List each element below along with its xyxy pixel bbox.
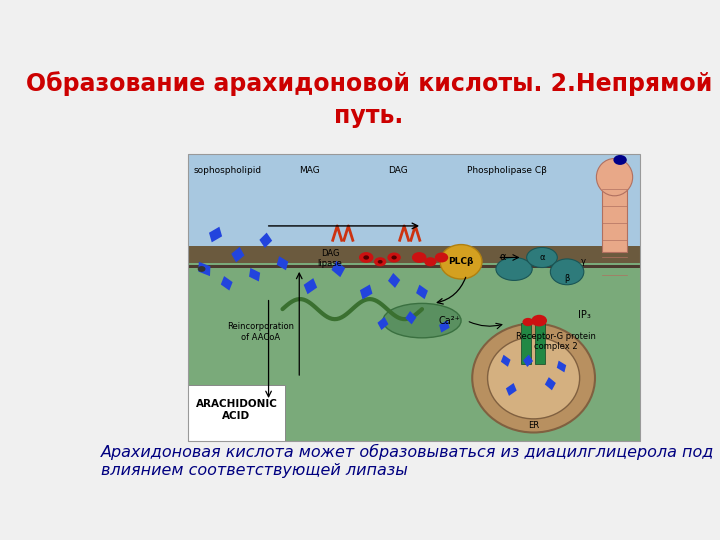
Circle shape [412,252,426,263]
Text: IP₃: IP₃ [578,310,591,320]
Bar [521,323,531,363]
Text: Арахидоновая кислота может образовываться из диацилглицерола под
влиянием соотве: Арахидоновая кислота может образовыватьс… [101,444,714,477]
Polygon shape [377,317,389,330]
Text: PLCβ: PLCβ [449,257,474,266]
Text: MAG: MAG [300,166,320,174]
Circle shape [359,252,374,263]
Bar [188,385,285,441]
Circle shape [387,253,401,262]
Text: ARACHIDONIC
ACID: ARACHIDONIC ACID [196,400,277,421]
Ellipse shape [440,245,482,279]
Circle shape [392,255,397,260]
Polygon shape [276,256,288,270]
Circle shape [424,257,436,266]
Ellipse shape [472,323,595,433]
Circle shape [613,155,627,165]
Text: DAG: DAG [389,166,408,174]
Text: β: β [564,274,570,284]
Polygon shape [388,273,400,288]
Circle shape [435,253,449,262]
Bar [188,154,639,441]
Polygon shape [557,361,566,373]
Text: α: α [539,253,545,262]
Bar [188,265,639,268]
Polygon shape [221,276,233,291]
Text: ER: ER [528,421,539,430]
Ellipse shape [496,258,532,280]
Polygon shape [506,383,517,396]
Text: γ: γ [581,257,586,266]
Polygon shape [360,285,372,299]
Circle shape [198,266,205,272]
Circle shape [523,318,534,326]
Polygon shape [304,278,317,294]
Bar [188,246,639,263]
Text: Receptor-G protein
complex 2: Receptor-G protein complex 2 [516,332,596,352]
Ellipse shape [487,337,580,419]
Text: sophospholipid: sophospholipid [193,166,261,174]
Bar [535,323,545,363]
Ellipse shape [526,247,557,267]
Polygon shape [231,247,245,262]
Bar [188,246,639,441]
Polygon shape [439,320,449,333]
Polygon shape [198,262,210,276]
Polygon shape [501,355,510,367]
Polygon shape [405,311,416,325]
Bar [602,171,627,252]
Circle shape [374,257,387,266]
Polygon shape [545,377,556,390]
Text: Ca²⁺: Ca²⁺ [438,315,461,326]
Ellipse shape [596,159,633,196]
Text: Phospholipase Cβ: Phospholipase Cβ [467,166,546,174]
Circle shape [364,255,369,260]
Ellipse shape [383,303,461,338]
Polygon shape [249,268,260,281]
Polygon shape [416,285,428,299]
Text: α: α [500,253,506,262]
Bar [188,154,639,246]
Text: Reincorporation
of AACoA: Reincorporation of AACoA [227,322,294,342]
Polygon shape [209,227,222,242]
Circle shape [531,315,547,326]
Text: DAG
lipase: DAG lipase [318,249,343,268]
Polygon shape [259,233,272,248]
Text: Образование арахидоновой кислоты. 2.Непрямой: Образование арахидоновой кислоты. 2.Непр… [26,71,712,96]
Ellipse shape [550,259,584,285]
Circle shape [378,260,382,264]
Polygon shape [523,355,533,367]
Text: путь.: путь. [334,104,404,129]
Polygon shape [331,261,345,277]
